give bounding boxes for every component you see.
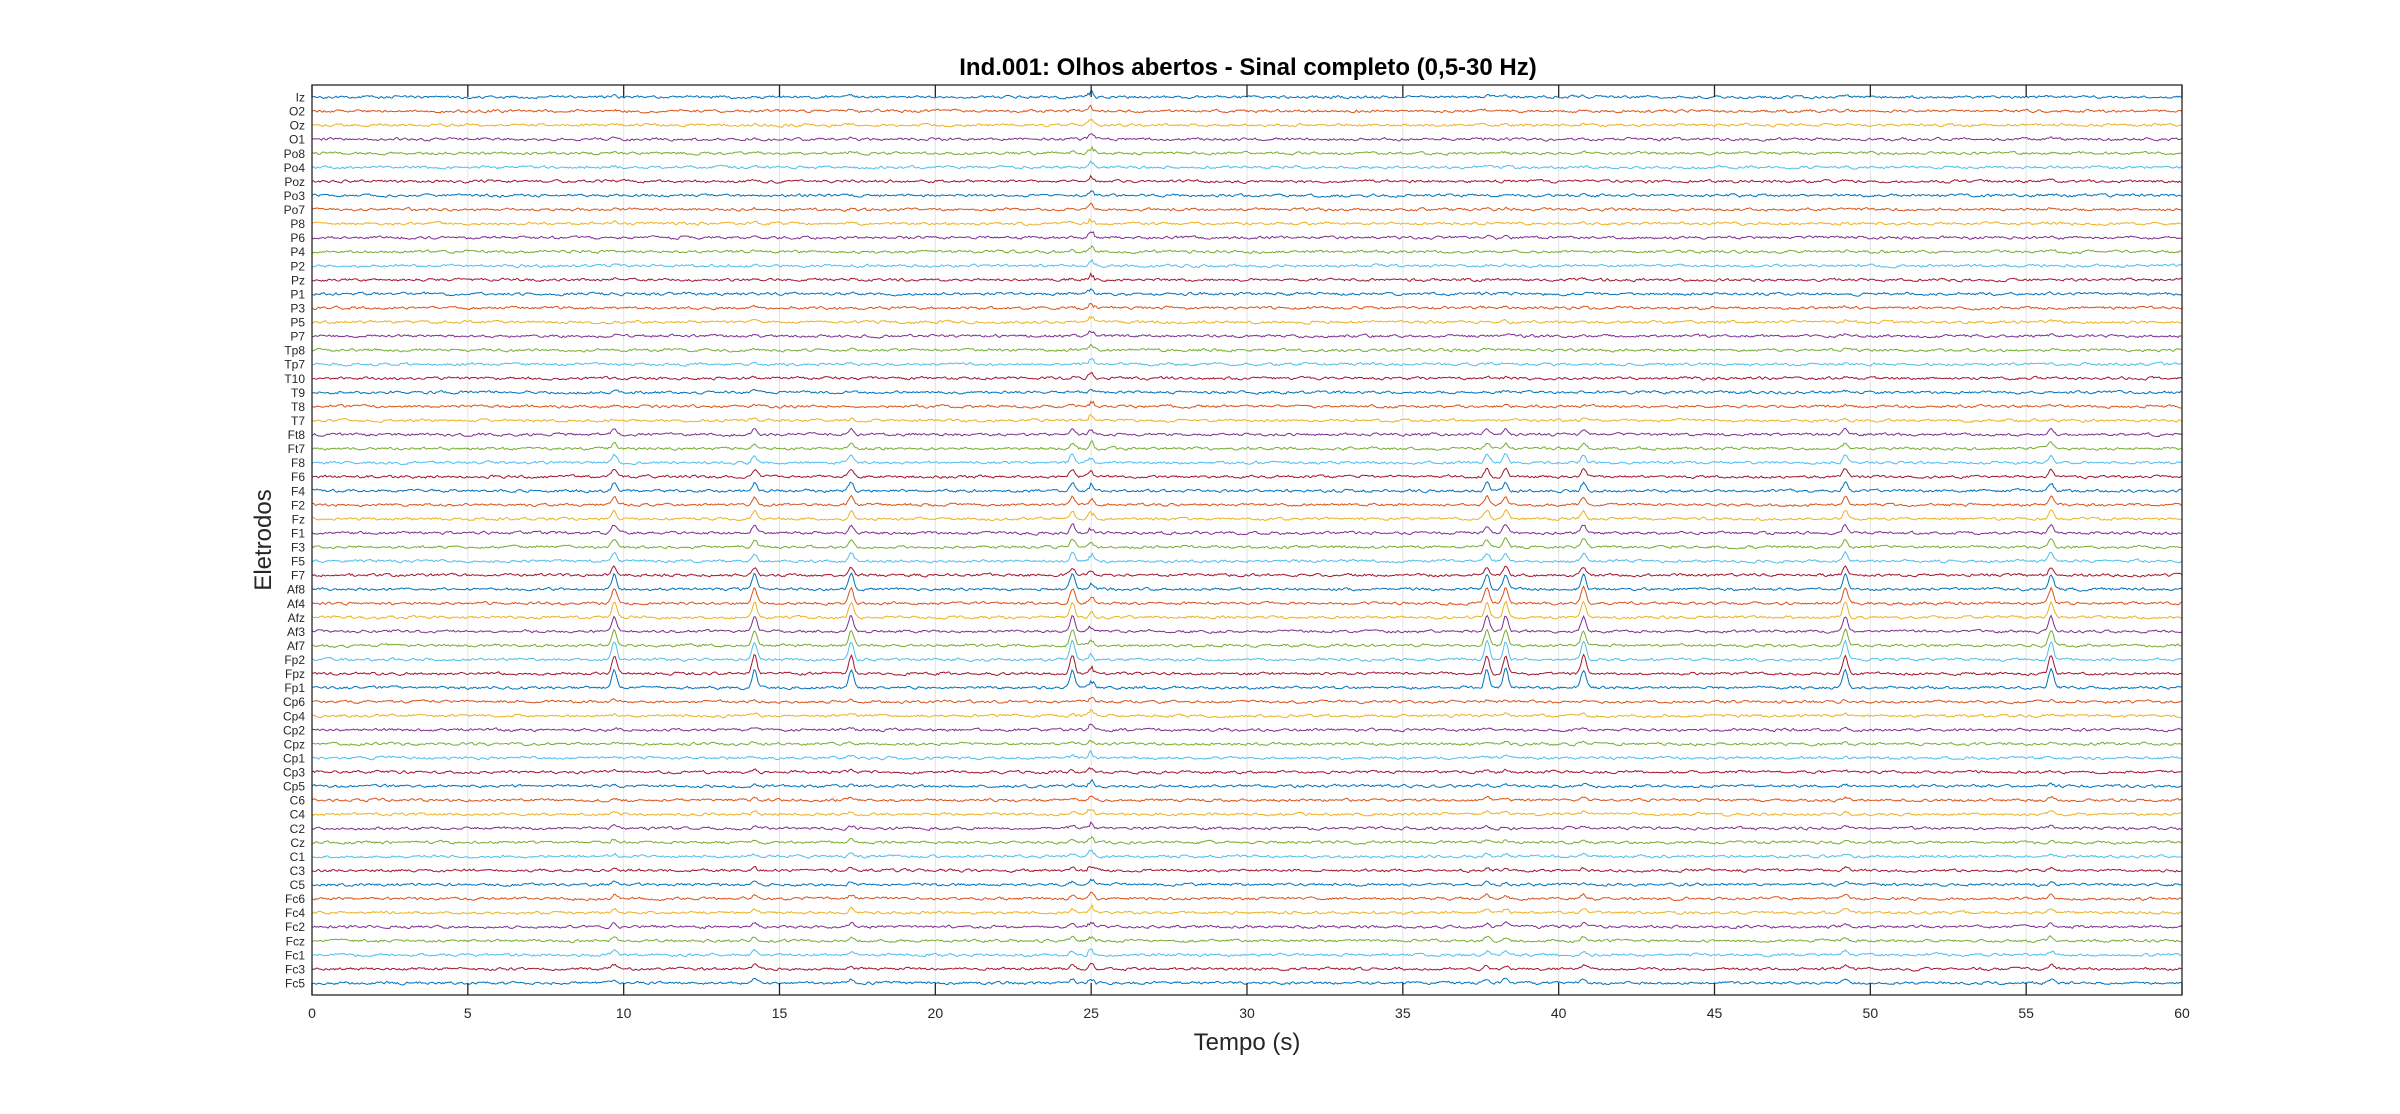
x-tick-label: 45 — [1707, 1005, 1723, 1021]
x-tick-label: 50 — [1863, 1005, 1879, 1021]
channel-label-f5: F5 — [291, 555, 305, 569]
channel-label-c1: C1 — [290, 850, 306, 864]
channel-label-t9: T9 — [291, 386, 305, 400]
channel-label-poz: Poz — [284, 175, 305, 189]
channel-label-iz: Iz — [296, 91, 305, 105]
x-tick-label: 15 — [772, 1005, 788, 1021]
channel-label-c3: C3 — [290, 864, 306, 878]
channel-label-p8: P8 — [290, 217, 305, 231]
channel-label-c4: C4 — [290, 808, 306, 822]
channel-label-ft8: Ft8 — [288, 428, 306, 442]
channel-label-af7: Af7 — [287, 639, 305, 653]
channel-label-fc6: Fc6 — [285, 892, 305, 906]
channel-label-o2: O2 — [289, 105, 305, 119]
channel-label-f4: F4 — [291, 484, 305, 498]
x-tick-label: 25 — [1083, 1005, 1099, 1021]
x-tick-label: 40 — [1551, 1005, 1567, 1021]
channel-label-fcz: Fcz — [286, 934, 305, 948]
channel-label-fz: Fz — [292, 512, 305, 526]
channel-label-c2: C2 — [290, 822, 306, 836]
chart-title: Ind.001: Olhos abertos - Sinal completo … — [959, 54, 1536, 81]
channel-label-tp7: Tp7 — [284, 358, 305, 372]
x-tick-label: 20 — [928, 1005, 944, 1021]
channel-label-f3: F3 — [291, 541, 305, 555]
channel-label-p1: P1 — [290, 287, 305, 301]
x-tick-label: 35 — [1395, 1005, 1411, 1021]
channel-label-fc1: Fc1 — [285, 948, 305, 962]
x-tick-label: 55 — [2018, 1005, 2034, 1021]
x-tick-label: 60 — [2174, 1005, 2190, 1021]
channel-label-p6: P6 — [290, 231, 305, 245]
channel-label-p7: P7 — [290, 330, 305, 344]
channel-label-c5: C5 — [290, 878, 306, 892]
x-axis-label: Tempo (s) — [1194, 1029, 1301, 1056]
channel-label-t10: T10 — [284, 372, 305, 386]
channel-label-p5: P5 — [290, 316, 305, 330]
channel-label-f2: F2 — [291, 498, 305, 512]
channel-label-fc2: Fc2 — [285, 920, 305, 934]
channel-label-t8: T8 — [291, 400, 305, 414]
y-axis-label: Eletrodos — [250, 489, 277, 590]
channel-label-cp3: Cp3 — [283, 766, 305, 780]
channel-label-f1: F1 — [291, 526, 305, 540]
channel-label-fp2: Fp2 — [284, 653, 305, 667]
channel-label-af3: Af3 — [287, 625, 305, 639]
channel-label-fc3: Fc3 — [285, 962, 305, 976]
channel-label-oz: Oz — [290, 119, 305, 133]
channel-label-cpz: Cpz — [284, 737, 305, 751]
channel-label-p3: P3 — [290, 301, 305, 315]
x-tick-label: 10 — [616, 1005, 632, 1021]
channel-label-afz: Afz — [288, 611, 305, 625]
channel-label-cp5: Cp5 — [283, 780, 305, 794]
channel-label-po7: Po7 — [284, 203, 306, 217]
channel-label-fp1: Fp1 — [284, 681, 305, 695]
channel-label-f7: F7 — [291, 569, 305, 583]
x-tick-label: 5 — [464, 1005, 472, 1021]
channel-label-f8: F8 — [291, 456, 305, 470]
x-tick-label: 0 — [308, 1005, 316, 1021]
channel-label-po4: Po4 — [284, 161, 306, 175]
channel-label-fpz: Fpz — [285, 667, 305, 681]
channel-label-t7: T7 — [291, 414, 305, 428]
channel-label-ft7: Ft7 — [288, 442, 306, 456]
channel-label-o1: O1 — [289, 133, 305, 147]
channel-label-tp8: Tp8 — [284, 344, 305, 358]
channel-label-cp2: Cp2 — [283, 723, 305, 737]
channel-label-pz: Pz — [291, 273, 305, 287]
channel-label-fc4: Fc4 — [285, 906, 305, 920]
channel-label-p2: P2 — [290, 259, 305, 273]
channel-label-po3: Po3 — [284, 189, 306, 203]
channel-label-cp6: Cp6 — [283, 695, 305, 709]
x-tick-label: 30 — [1239, 1005, 1255, 1021]
channel-label-p4: P4 — [290, 245, 305, 259]
channel-label-cp1: Cp1 — [283, 751, 305, 765]
channel-label-af4: Af4 — [287, 597, 305, 611]
channel-label-c6: C6 — [290, 794, 306, 808]
channel-label-fc5: Fc5 — [285, 977, 305, 991]
channel-label-cp4: Cp4 — [283, 709, 305, 723]
channel-label-po8: Po8 — [284, 147, 306, 161]
channel-label-cz: Cz — [290, 836, 305, 850]
channel-label-af8: Af8 — [287, 583, 305, 597]
channel-label-f6: F6 — [291, 470, 305, 484]
